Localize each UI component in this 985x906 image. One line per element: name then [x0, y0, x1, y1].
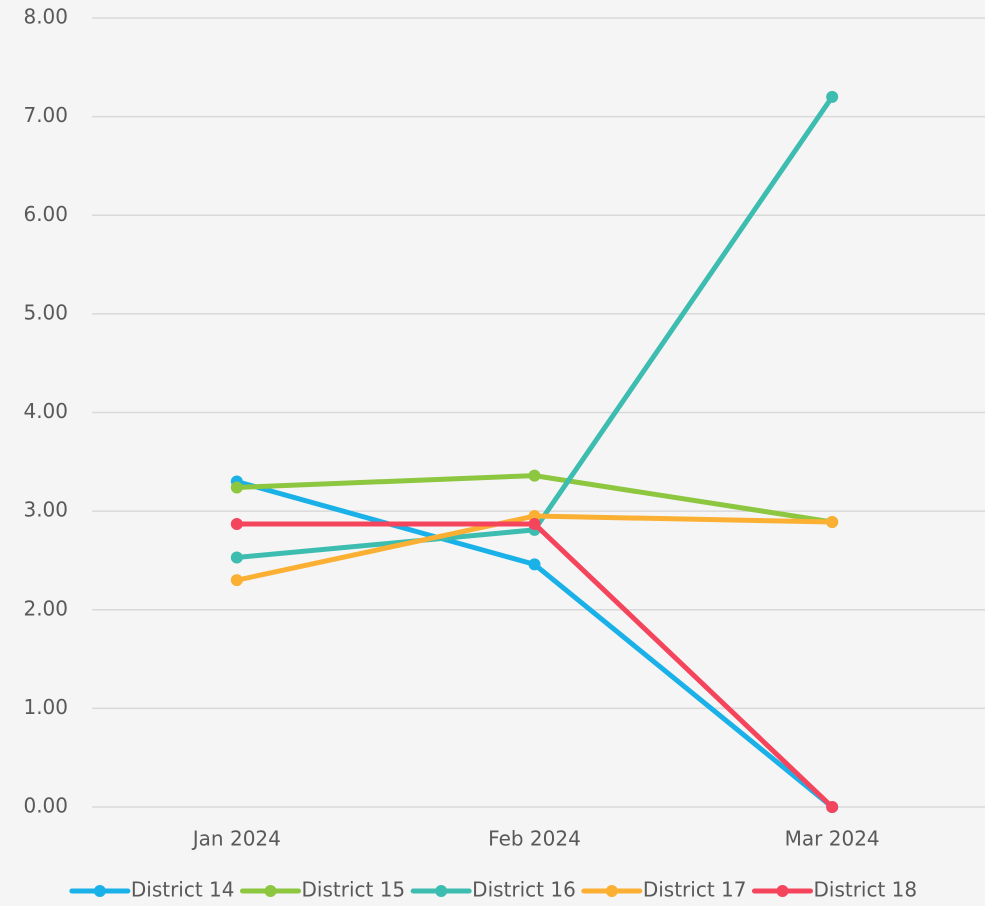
legend-swatch-dot	[264, 885, 277, 897]
legend-swatch-dot	[93, 885, 106, 897]
y-tick-label: 7.00	[23, 103, 68, 127]
data-point	[826, 90, 839, 103]
y-tick-label: 4.00	[23, 399, 68, 423]
legend-swatch-dot	[605, 885, 618, 897]
data-point	[230, 517, 243, 530]
data-point	[528, 469, 541, 482]
legend-label: District 18	[813, 878, 917, 902]
x-tick-label: Mar 2024	[785, 827, 880, 851]
y-tick-label: 8.00	[23, 5, 68, 29]
series-line	[236, 95, 835, 560]
data-point	[826, 515, 839, 528]
y-tick-label: 5.00	[23, 300, 68, 324]
legend-label: District 16	[472, 878, 576, 902]
legend-label: District 15	[302, 878, 406, 902]
x-tick-label: Jan 2024	[191, 827, 281, 851]
data-point	[826, 801, 839, 813]
y-tick-label: 3.00	[23, 498, 68, 522]
legend-label: District 14	[131, 878, 235, 902]
legend: District 14 District 15 District 16 Distric…	[69, 878, 917, 902]
y-tick-label: 0.00	[23, 794, 68, 818]
data-point	[230, 574, 243, 587]
data-point	[230, 551, 243, 564]
y-tick-label: 6.00	[23, 202, 68, 226]
data-point	[528, 558, 541, 571]
legend-swatch-dot	[435, 885, 448, 897]
x-tick-label: Feb 2024	[488, 827, 581, 851]
legend-swatch-dot	[776, 885, 789, 897]
data-point	[528, 517, 541, 530]
data-point	[230, 481, 243, 494]
y-tick-label: 2.00	[23, 596, 68, 620]
legend-label: District 17	[643, 878, 747, 902]
y-tick-label: 1.00	[23, 695, 68, 719]
